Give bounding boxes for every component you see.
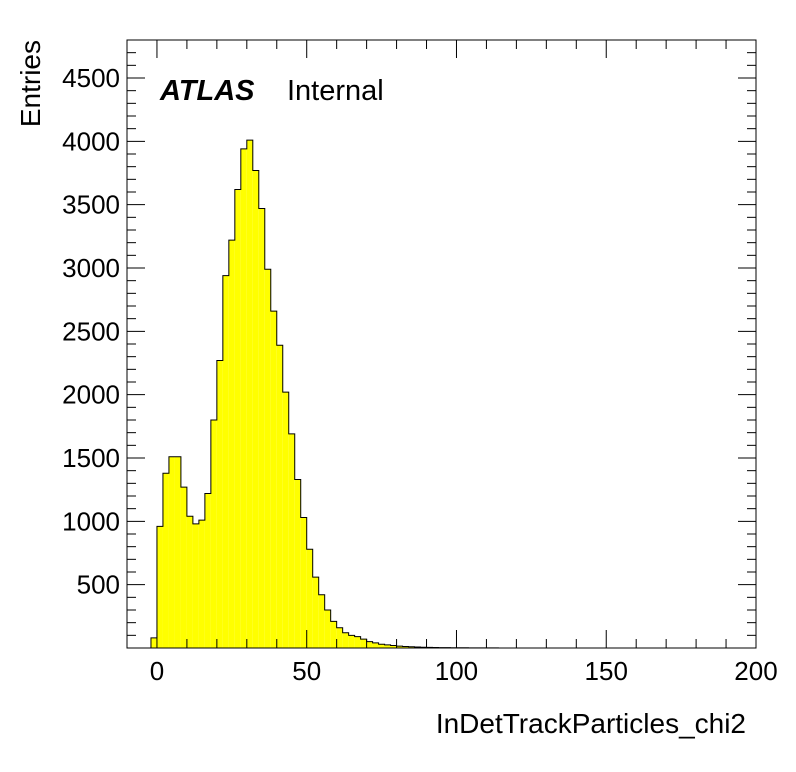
histogram-bin xyxy=(204,493,211,648)
histogram-bin xyxy=(300,517,307,648)
histogram-bin xyxy=(330,621,337,648)
histogram-bin xyxy=(270,311,277,648)
histogram-bin xyxy=(234,189,241,648)
histogram-bin xyxy=(288,433,295,648)
histogram-bin xyxy=(414,646,421,648)
x-tick-label: 200 xyxy=(734,656,777,686)
histogram-bin xyxy=(282,392,289,648)
histogram-bin xyxy=(384,644,391,648)
histogram-bin xyxy=(258,208,265,648)
histogram-bin xyxy=(186,516,193,648)
histogram-bin xyxy=(246,140,253,649)
histogram-bin xyxy=(240,148,247,648)
histogram-bin xyxy=(372,642,379,648)
y-tick-label: 2500 xyxy=(62,316,120,346)
histogram-bin xyxy=(252,170,259,648)
histogram-outline xyxy=(150,139,511,649)
atlas-label: ATLAS xyxy=(159,75,255,107)
histogram-bin xyxy=(342,632,349,648)
histogram-bin xyxy=(156,526,163,648)
histogram-bin xyxy=(162,473,169,648)
histogram-bin xyxy=(216,360,223,648)
y-tick-label: 4000 xyxy=(62,126,120,156)
histogram-bin xyxy=(180,487,187,648)
histogram-bin xyxy=(222,275,229,648)
histogram-bin xyxy=(198,520,205,648)
plot-frame xyxy=(126,39,757,649)
histogram-bin xyxy=(228,240,235,648)
histogram-bin xyxy=(264,269,271,648)
histogram-bin xyxy=(360,639,367,648)
x-tick-label: 0 xyxy=(150,656,164,686)
histogram-bin xyxy=(366,641,373,648)
histogram-bin xyxy=(312,577,319,648)
histogram-bin xyxy=(324,610,331,648)
x-axis-label: InDetTrackParticles_chi2 xyxy=(436,708,746,739)
histogram-bin xyxy=(294,479,301,648)
histogram-bin xyxy=(402,646,409,648)
histogram-bin xyxy=(174,456,181,648)
histogram-bin xyxy=(276,345,283,648)
histogram-bin xyxy=(192,523,199,648)
y-tick-label: 4500 xyxy=(62,63,120,93)
atlas-sublabel: Internal xyxy=(287,75,384,107)
histogram-bin xyxy=(348,635,355,648)
histogram-bin xyxy=(408,646,415,648)
y-tick-label: 1000 xyxy=(62,506,120,536)
x-tick-label: 50 xyxy=(292,656,321,686)
histogram-bin xyxy=(336,627,343,648)
axis-ticks xyxy=(126,39,757,649)
histogram-bin xyxy=(396,646,403,648)
y-tick-label: 1500 xyxy=(62,443,120,473)
histogram-bin xyxy=(306,549,313,648)
x-tick-label: 150 xyxy=(585,656,628,686)
x-tick-labels: 0 50 100 150 200 xyxy=(150,656,778,686)
histogram-bin xyxy=(168,456,175,648)
histogram-bin xyxy=(390,645,397,648)
histogram-bars xyxy=(150,140,499,649)
histogram-bin xyxy=(354,636,361,648)
y-tick-label: 2000 xyxy=(62,380,120,410)
y-tick-label: 3500 xyxy=(62,190,120,220)
histogram-bin xyxy=(318,594,325,648)
y-tick-label: 3000 xyxy=(62,253,120,283)
y-tick-labels: 500 1000 1500 2000 2500 3000 3500 4000 4500 xyxy=(62,63,120,600)
x-tick-label: 100 xyxy=(435,656,478,686)
histogram-bin xyxy=(150,637,157,648)
y-tick-label: 500 xyxy=(77,570,120,600)
y-axis-label: Entries xyxy=(15,40,46,127)
histogram-bin xyxy=(210,420,217,648)
histogram-bin xyxy=(378,644,385,648)
